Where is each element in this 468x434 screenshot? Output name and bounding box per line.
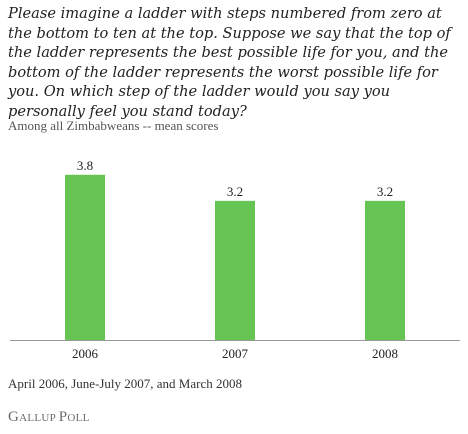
bar-2006	[65, 174, 105, 340]
x-tick-label-2007: 2007	[222, 346, 249, 361]
value-label-2008: 3.2	[377, 184, 393, 199]
x-tick-label-2006: 2006	[72, 346, 99, 361]
source-note: April 2006, June-July 2007, and March 20…	[8, 376, 242, 391]
bar-2007	[215, 200, 255, 340]
value-label-2006: 3.8	[77, 158, 93, 173]
chart-subtitle: Among all Zimbabweans -- mean scores	[8, 118, 219, 133]
labels-layer: 3.8 2006 3.2 2007 3.2 2008	[72, 158, 398, 361]
bars-layer	[65, 174, 405, 340]
bar-2008	[365, 200, 405, 340]
survey-question: Please imagine a ladder with steps numbe…	[8, 5, 451, 120]
gallup-poll-logo: GALLUP POLL	[8, 409, 90, 425]
value-label-2007: 3.2	[227, 184, 243, 199]
x-tick-label-2008: 2008	[372, 346, 398, 361]
bar-chart: 3.8 2006 3.2 2007 3.2 2008	[10, 158, 460, 361]
